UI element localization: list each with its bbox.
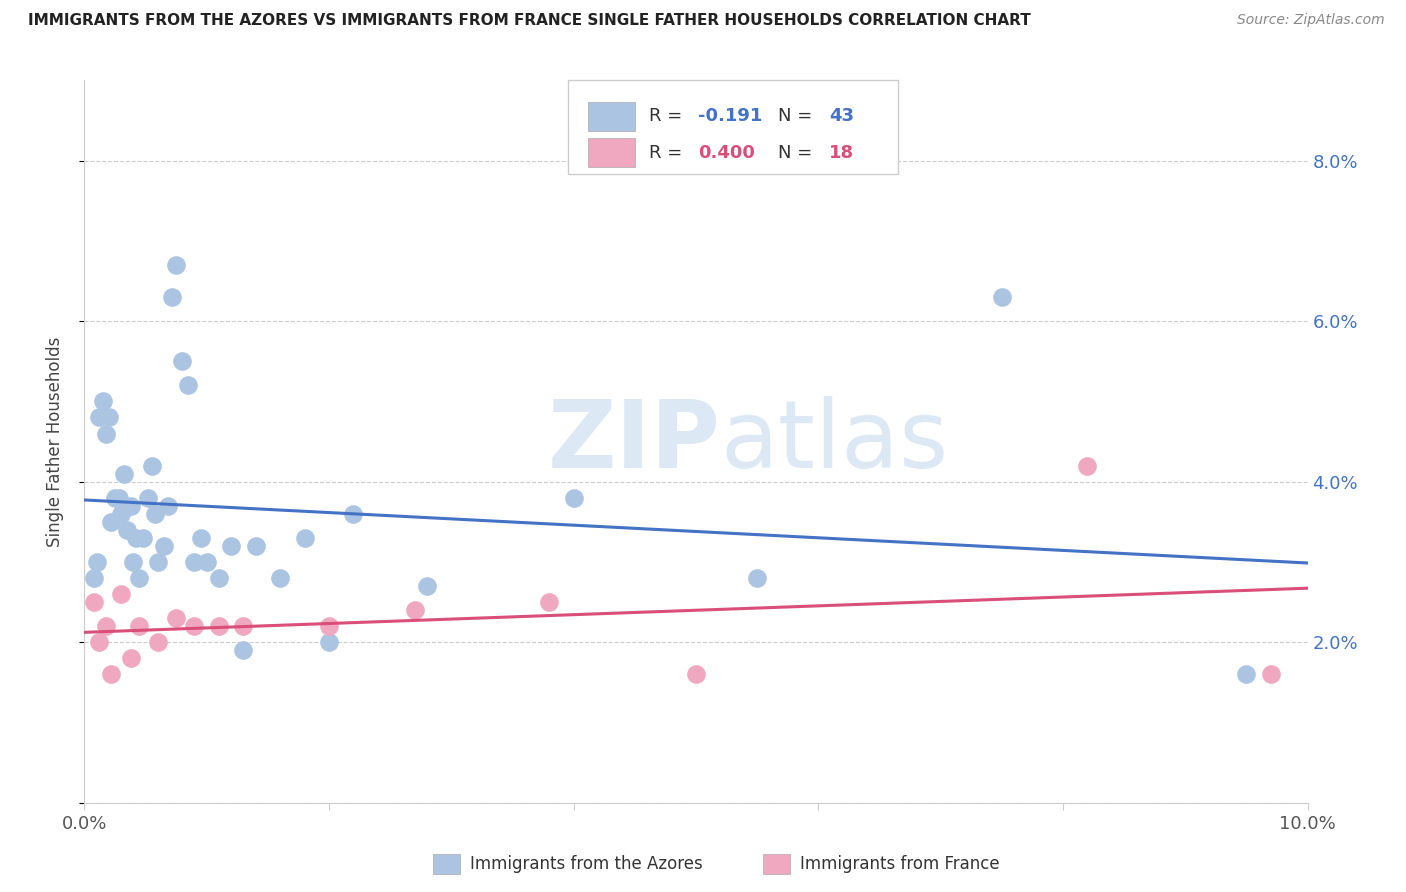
Text: R =: R = bbox=[650, 144, 689, 161]
Point bbox=[165, 611, 187, 625]
Point bbox=[562, 491, 585, 505]
FancyBboxPatch shape bbox=[588, 138, 636, 167]
Point bbox=[208, 571, 231, 585]
Point bbox=[1236, 667, 1258, 681]
Point bbox=[87, 410, 110, 425]
Point bbox=[141, 458, 163, 473]
FancyBboxPatch shape bbox=[568, 80, 898, 174]
Point bbox=[132, 531, 155, 545]
Point bbox=[318, 635, 340, 649]
Point bbox=[416, 579, 439, 593]
Point bbox=[219, 539, 242, 553]
Point bbox=[120, 499, 142, 513]
Point bbox=[404, 603, 426, 617]
Point bbox=[91, 394, 114, 409]
Point bbox=[538, 595, 561, 609]
Point bbox=[318, 619, 340, 633]
Point bbox=[128, 571, 150, 585]
Point bbox=[83, 595, 105, 609]
Text: 0.400: 0.400 bbox=[699, 144, 755, 161]
Point bbox=[195, 555, 218, 569]
Point bbox=[183, 619, 205, 633]
Point bbox=[86, 555, 108, 569]
Point bbox=[294, 531, 316, 545]
Text: ZIP: ZIP bbox=[547, 395, 720, 488]
Point bbox=[87, 635, 110, 649]
Point bbox=[128, 619, 150, 633]
Point bbox=[104, 491, 127, 505]
Text: -0.191: -0.191 bbox=[699, 107, 763, 126]
Point bbox=[100, 667, 122, 681]
Point bbox=[190, 531, 212, 545]
Point bbox=[342, 507, 364, 521]
Point bbox=[120, 651, 142, 665]
Point bbox=[110, 587, 132, 601]
Point bbox=[125, 531, 148, 545]
Text: atlas: atlas bbox=[720, 395, 949, 488]
Point bbox=[991, 290, 1014, 304]
Point bbox=[1076, 458, 1098, 473]
Text: Source: ZipAtlas.com: Source: ZipAtlas.com bbox=[1237, 13, 1385, 28]
Point bbox=[232, 643, 254, 657]
Point bbox=[232, 619, 254, 633]
Point bbox=[112, 467, 135, 481]
Point bbox=[107, 491, 129, 505]
Point bbox=[685, 667, 707, 681]
Text: N =: N = bbox=[778, 144, 818, 161]
Text: Immigrants from the Azores: Immigrants from the Azores bbox=[470, 855, 703, 873]
Point bbox=[208, 619, 231, 633]
Point bbox=[177, 378, 200, 392]
Point bbox=[146, 555, 169, 569]
Point bbox=[269, 571, 291, 585]
Point bbox=[110, 507, 132, 521]
Text: N =: N = bbox=[778, 107, 818, 126]
FancyBboxPatch shape bbox=[763, 855, 790, 874]
Point bbox=[100, 515, 122, 529]
Text: 18: 18 bbox=[830, 144, 855, 161]
Point bbox=[747, 571, 769, 585]
Point bbox=[97, 410, 120, 425]
Point bbox=[156, 499, 179, 513]
Point bbox=[136, 491, 159, 505]
Point bbox=[115, 523, 138, 537]
Text: R =: R = bbox=[650, 107, 689, 126]
Point bbox=[122, 555, 145, 569]
Text: 43: 43 bbox=[830, 107, 855, 126]
Point bbox=[143, 507, 166, 521]
Text: Immigrants from France: Immigrants from France bbox=[800, 855, 1000, 873]
Point bbox=[172, 354, 194, 368]
Point bbox=[183, 555, 205, 569]
Text: IMMIGRANTS FROM THE AZORES VS IMMIGRANTS FROM FRANCE SINGLE FATHER HOUSEHOLDS CO: IMMIGRANTS FROM THE AZORES VS IMMIGRANTS… bbox=[28, 13, 1031, 29]
Point bbox=[245, 539, 267, 553]
Point bbox=[162, 290, 184, 304]
Point bbox=[83, 571, 105, 585]
Point bbox=[153, 539, 176, 553]
Point bbox=[146, 635, 169, 649]
Point bbox=[1260, 667, 1282, 681]
FancyBboxPatch shape bbox=[433, 855, 460, 874]
Point bbox=[96, 426, 118, 441]
FancyBboxPatch shape bbox=[588, 102, 636, 131]
Y-axis label: Single Father Households: Single Father Households bbox=[45, 336, 63, 547]
Point bbox=[96, 619, 118, 633]
Point bbox=[165, 258, 187, 272]
